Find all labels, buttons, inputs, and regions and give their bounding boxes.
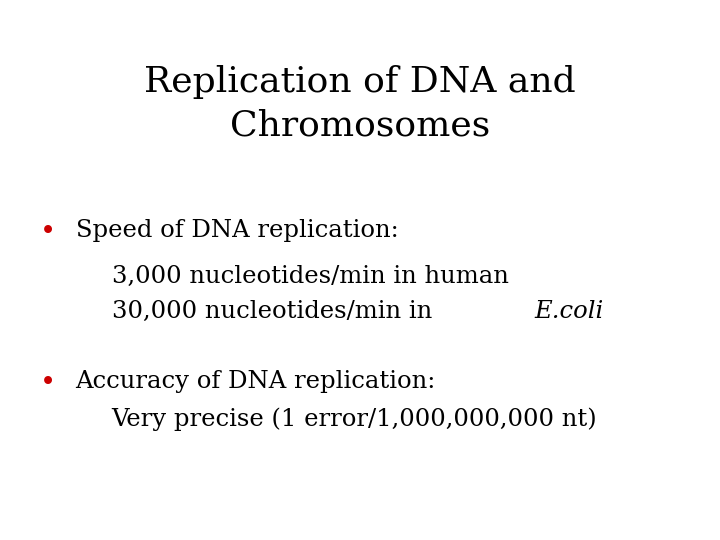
Text: 3,000 nucleotides/min in human: 3,000 nucleotides/min in human xyxy=(112,265,508,288)
Text: •: • xyxy=(40,370,55,397)
Text: 30,000 nucleotides/min in: 30,000 nucleotides/min in xyxy=(112,300,440,323)
Text: Speed of DNA replication:: Speed of DNA replication: xyxy=(76,219,398,242)
Text: Very precise (1 error/1,000,000,000 nt): Very precise (1 error/1,000,000,000 nt) xyxy=(112,408,597,431)
Text: Replication of DNA and
Chromosomes: Replication of DNA and Chromosomes xyxy=(144,65,576,142)
Text: E.coli: E.coli xyxy=(535,300,604,323)
Text: •: • xyxy=(40,219,55,246)
Text: Accuracy of DNA replication:: Accuracy of DNA replication: xyxy=(76,370,436,393)
